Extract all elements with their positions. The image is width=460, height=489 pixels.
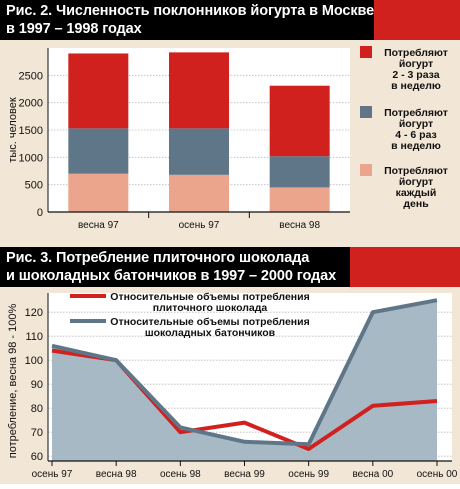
chart1-bar-segment (169, 52, 229, 129)
chart1-legend-label: 2 - 3 раза (392, 69, 439, 81)
chart1-title-bar: Рис. 2. Численность поклонников йогурта … (0, 0, 460, 40)
chart2-title-red-block (350, 247, 460, 287)
chart2-ytick-label: 110 (25, 331, 43, 343)
chart2-area-fill (52, 300, 437, 461)
chart2-svg: 60 70 80 90 100 110 120 осень 97 весна 98 осень 9… (7, 291, 458, 480)
chart1-title: Рис. 2. Численность поклонников йогурта … (6, 2, 374, 38)
chart1-legend-swatch (360, 46, 372, 58)
chart2-panel: 60 70 80 90 100 110 120 осень 97 весна 98 осень 9… (0, 287, 460, 484)
chart1-ytick-label: 500 (25, 180, 43, 192)
chart2-ytick-label: 60 (31, 451, 43, 463)
chart1-bar-segment (269, 85, 330, 157)
chart2-legend-label: Относительные объемы потребления (110, 291, 309, 303)
chart1-ytick-label: 0 (37, 207, 43, 219)
chart2-title-line-1: Рис. 3. Потребление плиточного шоколада (6, 250, 310, 266)
chart1-bar-segment (68, 128, 129, 174)
chart1-title-red-block (374, 0, 460, 40)
chart2-xtick-label: весна 98 (96, 469, 137, 480)
chart1-legend-label: 4 - 6 раз (395, 129, 437, 141)
chart1-ytick-label: 1500 (19, 125, 43, 137)
chart1-legend-label: в неделю (391, 140, 441, 152)
chart1-ylabel: тыс. человек (7, 97, 19, 163)
chart2-xtick-label: весна 00 (352, 469, 393, 480)
chart1-ytick-label: 1000 (19, 152, 43, 164)
chart1-title-line-2: в 1997 – 1998 годах (6, 21, 142, 37)
chart1-legend-label: йогурт (399, 118, 433, 130)
chart1-ytick-label: 2500 (19, 70, 43, 82)
chart1-title-line-1: Рис. 2. Численность поклонников йогурта … (6, 3, 375, 19)
chart1-bar-segment (169, 128, 229, 175)
chart2-ylabel: потребление, весна 98 - 100% (7, 304, 19, 459)
chart2-ytick-label: 100 (25, 355, 43, 367)
chart1-legend-label: Потребляют (384, 165, 448, 177)
chart2-title-line-2: и шоколадных батончиков в 1997 – 2000 го… (6, 268, 337, 284)
chart1-legend-swatch (360, 106, 372, 118)
chart2-xtick-label: осень 97 (32, 469, 73, 480)
chart2-legend-label: шоколадных батончиков (145, 327, 276, 339)
chart2-ytick-label: 90 (31, 379, 43, 391)
chart2-ytick-label: 120 (25, 307, 43, 319)
chart1-xtick-label: осень 97 (179, 220, 220, 231)
chart1-legend-label: Потребляют (384, 47, 448, 59)
chart2-title-bar: Рис. 3. Потребление плиточного шоколада … (0, 247, 460, 287)
chart1-bar-segment (269, 156, 330, 188)
chart1-bar-segment (68, 53, 129, 129)
chart2-xtick-label: осень 99 (288, 469, 329, 480)
chart2-xtick-label: весна 99 (224, 469, 265, 480)
chart1-legend-label: йогурт (399, 176, 433, 188)
chart1-panel: 0 500 1000 1500 2000 2500 весна 97 осень 97 весн… (0, 40, 460, 247)
chart1-legend-label: в неделю (391, 80, 441, 92)
chart2-legend-label: плиточного шоколада (153, 302, 268, 314)
chart2-series-line (51, 298, 438, 447)
chart1-legend-label: Потребляют (384, 107, 448, 119)
chart2-ytick-label: 70 (31, 427, 43, 439)
chart1-legend-label: день (403, 198, 429, 210)
chart1-legend-swatch (360, 164, 372, 176)
chart1-legend-label: йогурт (399, 58, 433, 70)
chart1-legend-label: каждый (396, 187, 437, 199)
chart1-svg: 0 500 1000 1500 2000 2500 весна 97 осень 97 весн… (7, 46, 448, 231)
chart1-bar-segment (68, 173, 129, 212)
chart2-ytick-label: 80 (31, 403, 43, 415)
chart1-xtick-label: весна 97 (78, 220, 119, 231)
chart1-bar-segment (269, 187, 330, 212)
chart2-title: Рис. 3. Потребление плиточного шоколада … (6, 249, 336, 285)
chart1-bar-segment (169, 174, 229, 212)
chart1-ytick-label: 2000 (19, 98, 43, 110)
chart2-xtick-label: осень 00 (417, 469, 458, 480)
chart2-xtick-label: осень 98 (160, 469, 201, 480)
chart1-xtick-label: весна 98 (279, 220, 320, 231)
chart2-legend-label: Относительные объемы потребления (110, 316, 309, 328)
